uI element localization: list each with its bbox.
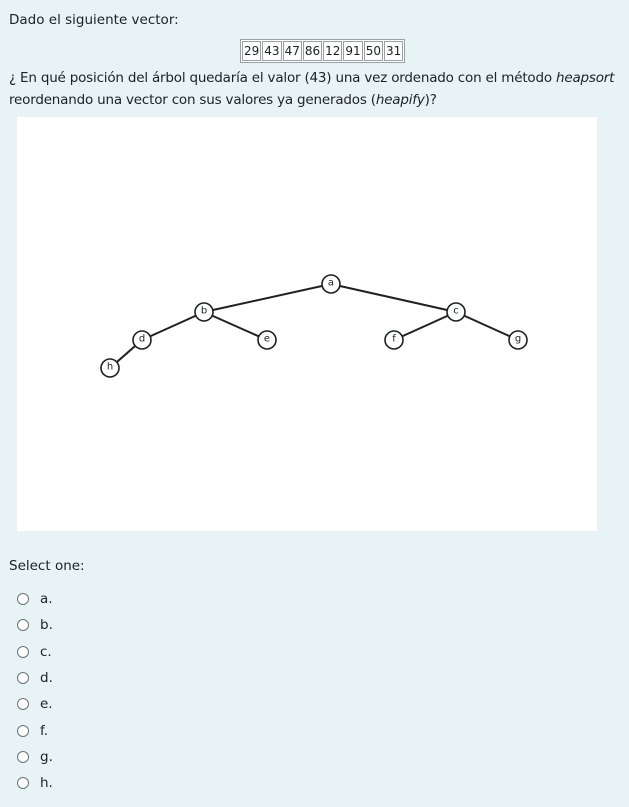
vector-cell: 86 [302,41,323,61]
intro-text: Dado el siguiente vector: [9,12,179,28]
vector-row: 29 43 47 86 12 91 50 31 [242,41,404,61]
option-label: h. [40,775,53,792]
vector-cell: 12 [323,41,343,61]
radio-button[interactable] [17,777,29,790]
vector-cell: 47 [282,41,302,61]
option-label: g. [40,748,53,765]
radio-button[interactable] [17,724,29,737]
radio-button[interactable] [17,698,29,711]
question-emphasis-heapify: heapify [375,92,425,108]
edge-a-b [203,283,332,313]
radio-button[interactable] [17,619,29,632]
tree-node-label: f [392,334,396,345]
tree-node-label: g [515,334,521,345]
edge-b-d [141,311,205,341]
vector-cell: 43 [262,41,282,61]
option-label: b. [40,617,53,634]
radio-button[interactable] [17,750,29,763]
option-label: a. [40,591,53,608]
tree-node-label: e [264,334,270,345]
tree-node-h: h [100,358,120,378]
option-g[interactable]: g. [17,744,53,770]
tree-node-label: h [107,362,113,373]
tree-node-e: e [257,330,277,350]
question-text: ¿ En qué posición del árbol quedaría el … [9,67,624,111]
radio-button[interactable] [17,672,29,685]
option-label: f. [40,722,49,739]
edge-c-g [455,311,519,341]
option-e[interactable]: e. [17,691,53,717]
question-part-3: )? [424,92,437,108]
vector-table: 29 43 47 86 12 91 50 31 [240,39,406,63]
option-label: c. [40,643,52,660]
option-b[interactable]: b. [17,612,53,638]
vector-cell: 50 [363,41,383,61]
tree-node-label: a [328,278,334,289]
tree-diagram: a b c d e f g h [100,274,528,378]
option-c[interactable]: c. [17,639,53,665]
question-emphasis-heapsort: heapsort [556,70,615,86]
vector-cell: 31 [383,41,404,61]
tree-node-label: c [453,306,459,317]
tree-node-g: g [508,330,528,350]
option-label: e. [40,696,53,713]
tree-node-label: d [139,334,145,345]
option-f[interactable]: f. [17,717,53,743]
question-part-2: reordenando una vector con sus valores y… [9,92,376,108]
tree-node-label: b [201,306,207,317]
select-one-label: Select one: [9,558,85,574]
option-a[interactable]: a. [17,586,53,612]
option-label: d. [40,670,53,687]
tree-node-c: c [446,302,466,322]
answer-options: a. b. c. d. e. f. g. h. [17,586,53,796]
question-part-1: ¿ En qué posición del árbol quedaría el … [9,70,557,86]
edge-c-f [393,311,457,341]
edge-a-c [330,283,457,313]
tree-node-f: f [384,330,404,350]
option-d[interactable]: d. [17,665,53,691]
radio-button[interactable] [17,593,29,606]
radio-button[interactable] [17,645,29,658]
tree-image: a b c d e f g h [17,117,597,531]
tree-node-b: b [194,302,214,322]
vector-cell: 91 [343,41,363,61]
option-h[interactable]: h. [17,770,53,796]
vector-cell: 29 [242,41,262,61]
edge-b-e [203,311,268,341]
tree-node-a: a [321,274,341,294]
tree-node-d: d [132,330,152,350]
